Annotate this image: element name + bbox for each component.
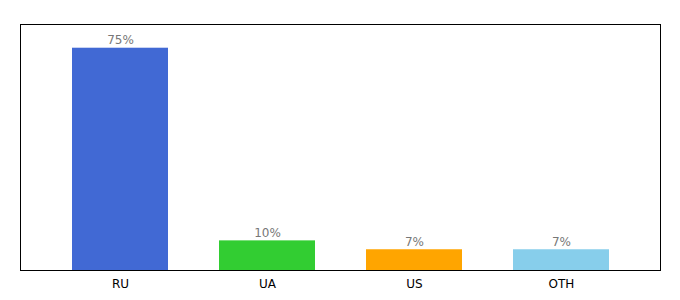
svg-text:OTH: OTH xyxy=(549,277,575,291)
svg-text:10%: 10% xyxy=(254,226,281,240)
svg-text:7%: 7% xyxy=(552,235,571,249)
svg-text:UA: UA xyxy=(259,277,277,291)
svg-text:US: US xyxy=(406,277,422,291)
svg-text:75%: 75% xyxy=(107,33,134,47)
svg-text:RU: RU xyxy=(112,277,129,291)
svg-text:7%: 7% xyxy=(405,235,424,249)
